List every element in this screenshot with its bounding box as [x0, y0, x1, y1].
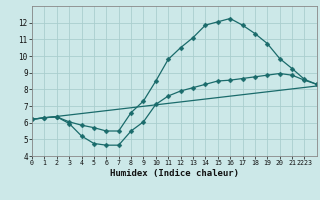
X-axis label: Humidex (Indice chaleur): Humidex (Indice chaleur): [110, 169, 239, 178]
